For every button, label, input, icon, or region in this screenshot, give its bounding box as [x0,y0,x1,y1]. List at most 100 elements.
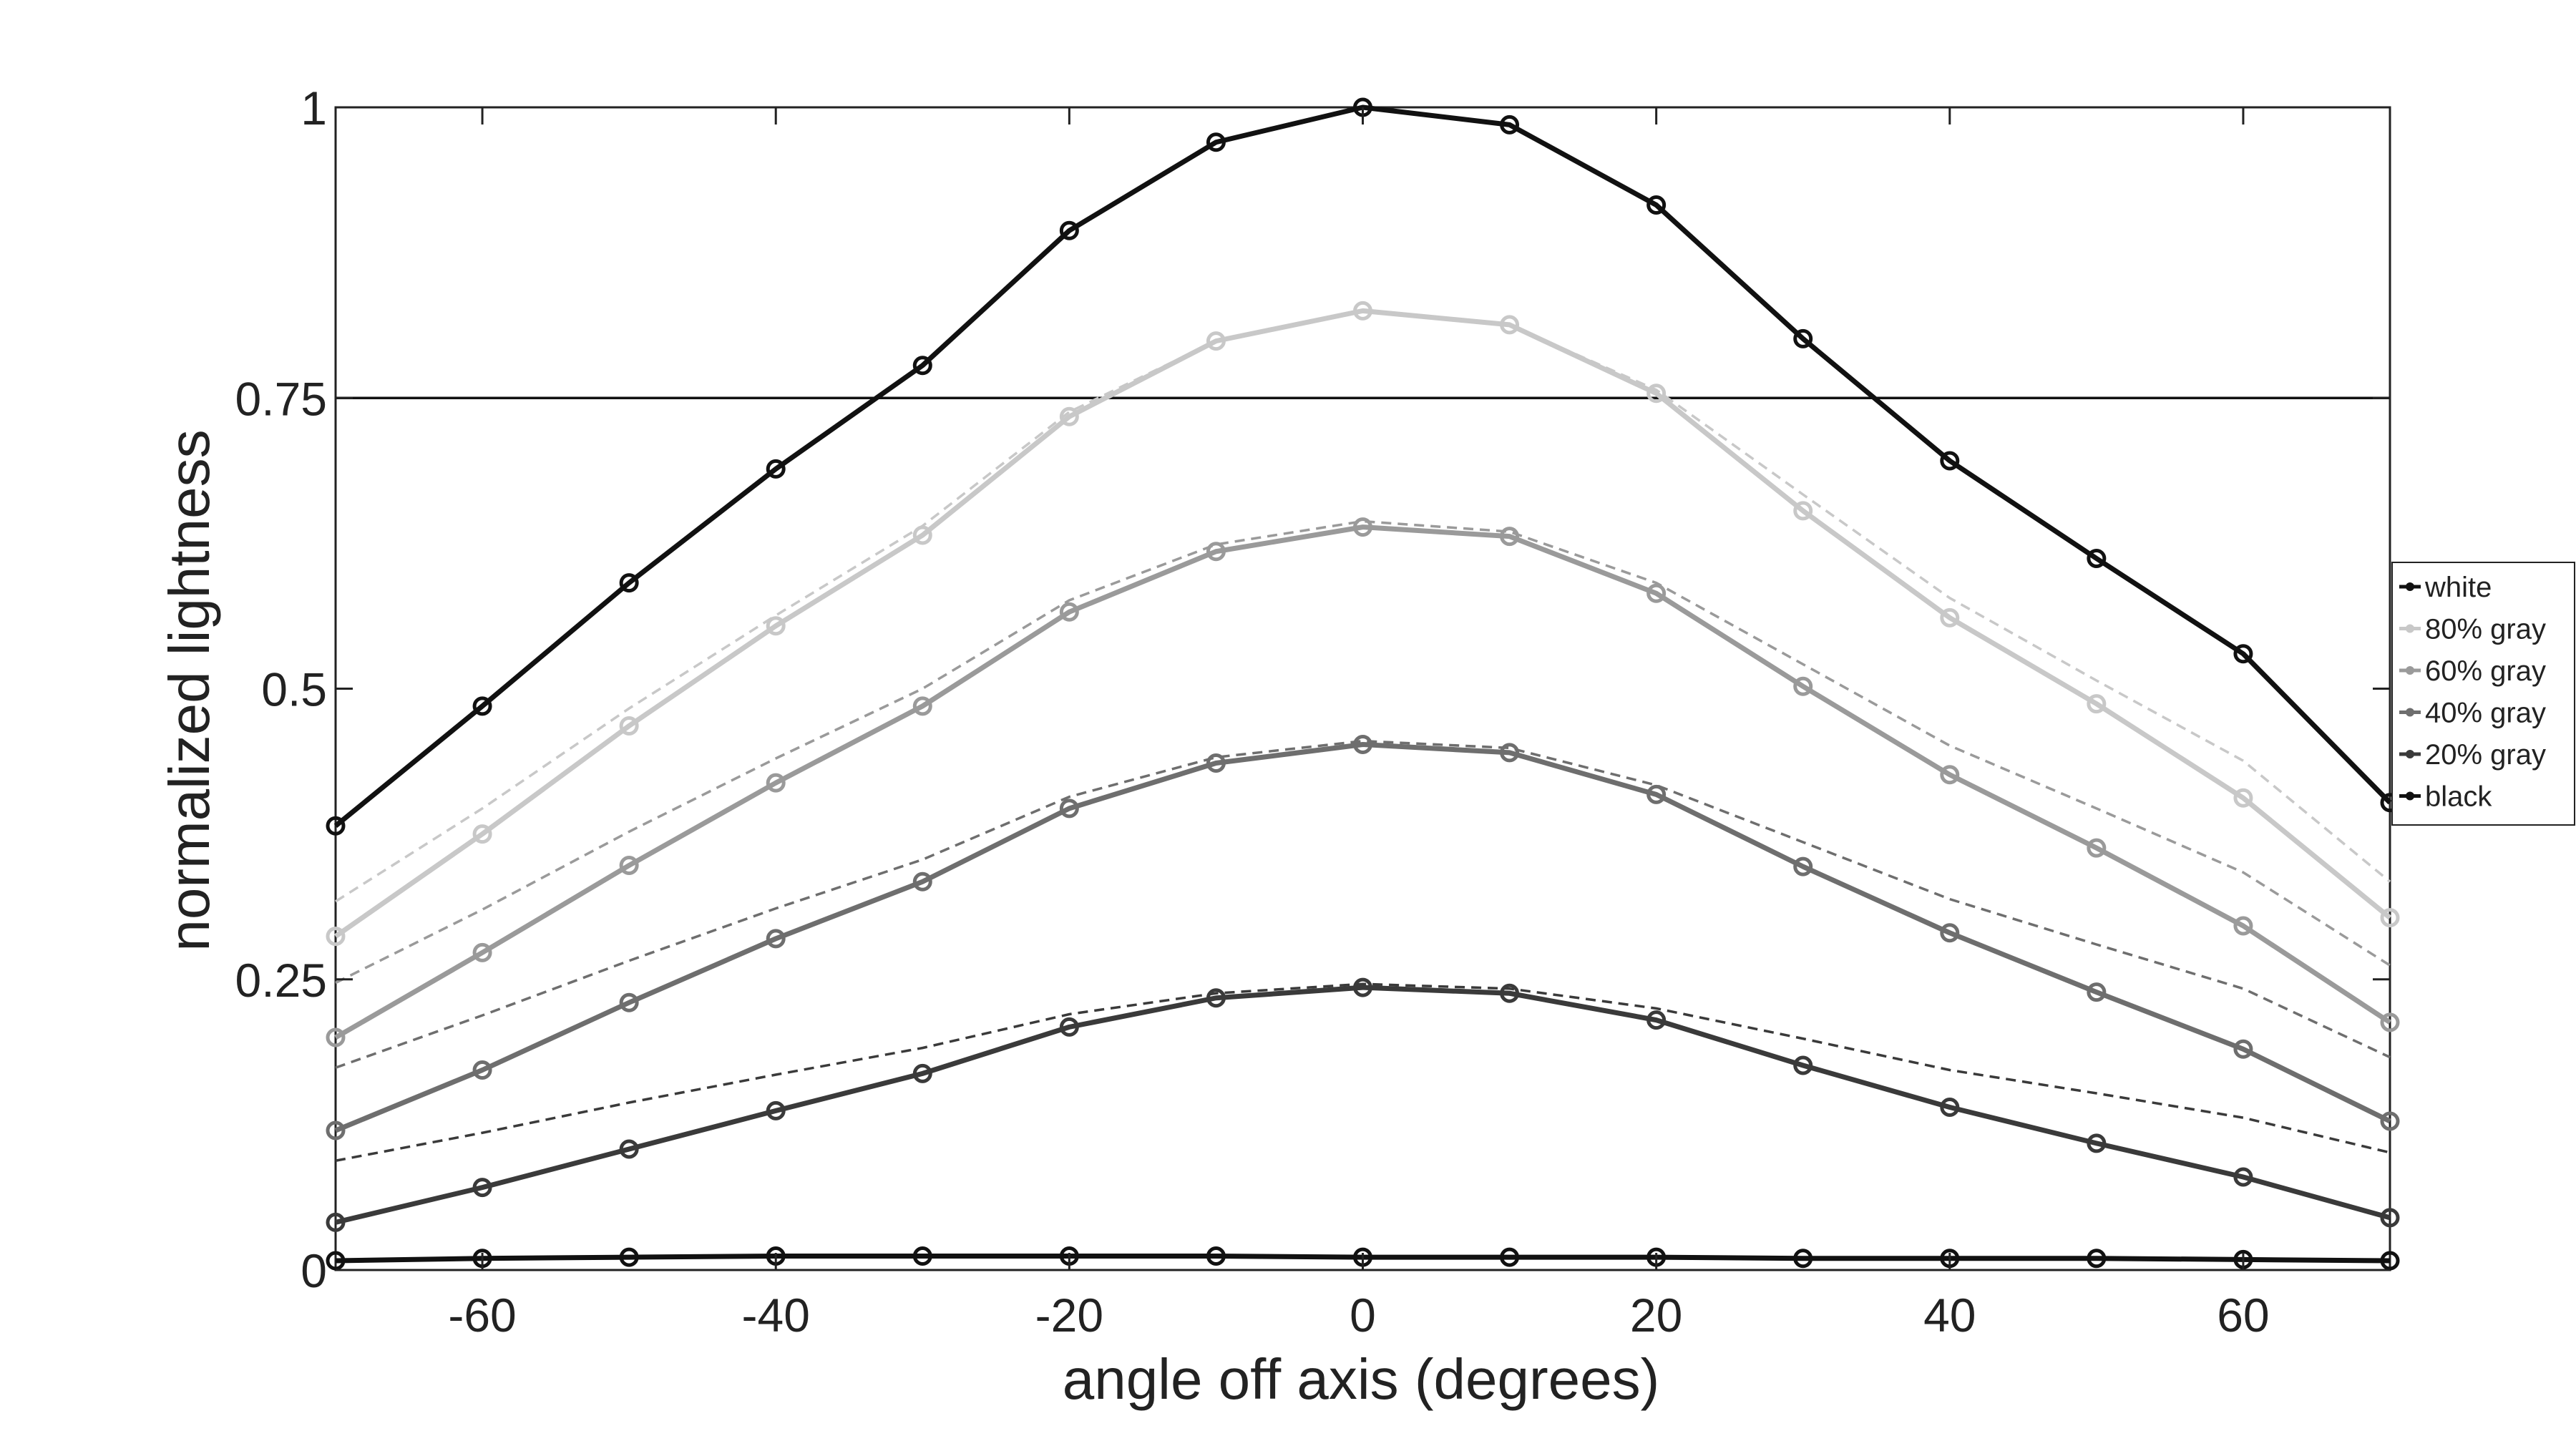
data-point [1646,784,1667,804]
data-point [2233,916,2253,936]
data-point [2087,838,2107,858]
data-point [472,1060,492,1080]
axis-ticks [336,106,2390,1271]
legend-item: white [2399,572,2492,603]
data-point [2233,1039,2253,1059]
data-point [2380,1208,2400,1228]
data-point [766,1100,786,1120]
reference-curve [335,739,2391,1069]
data-point [1353,977,1372,997]
data-point [2087,1133,2107,1153]
legend-label: white [2424,572,2492,603]
data-point [766,929,786,949]
x-tick-label: 60 [2217,1289,2269,1342]
data-point [1206,542,1226,562]
series-line [335,985,2391,1225]
data-point [1206,331,1226,351]
data-point [1500,983,1520,1003]
data-point [1206,132,1226,152]
data-point [1793,676,1813,696]
data-point [1940,923,1960,943]
tick-labels: -60 -40 -20 0 20 40 60 0 0.25 0.5 0.75 1 [235,82,2270,1342]
y-tick-label: 0 [301,1244,327,1297]
data-point [2087,982,2107,1002]
data-point [912,1063,932,1083]
data-point [1353,301,1372,321]
data-point [619,1247,639,1267]
data-point [2087,694,2107,714]
data-point [1940,765,1960,785]
y-tick-label: 1 [301,82,327,135]
data-point [1353,735,1372,754]
data-point [326,927,346,947]
series-60-gray [326,517,2400,1047]
data-point [1353,517,1372,537]
legend-item: 60% gray [2399,655,2546,687]
data-point [2087,549,2107,568]
data-point [1500,1247,1520,1267]
data-point [912,871,932,892]
data-point [1940,451,1960,471]
legend-label: black [2425,781,2492,813]
data-point [2233,644,2253,664]
reference-curves [335,309,2391,1162]
data-point [766,773,786,793]
reference-curve [335,309,2391,903]
data-point [619,573,639,593]
data-point [619,992,639,1012]
data-point [1059,1017,1079,1037]
legend-swatch-marker [2406,666,2414,675]
legend-item: 40% gray [2399,698,2546,729]
data-point [2087,1249,2107,1269]
series-line [334,742,2391,1133]
legend-swatch-marker [2406,624,2414,633]
data-point [2380,1251,2400,1271]
legend-swatch-marker [2406,708,2414,717]
y-tick-label: 0.75 [235,372,327,425]
data-point [1793,328,1813,348]
legend-item: 80% gray [2399,614,2546,645]
data-point [912,1246,932,1266]
data-point [619,856,639,875]
x-tick-label: -60 [448,1289,516,1342]
reference-curve [335,982,2391,1162]
data-point [2380,908,2400,928]
data-point [326,1212,346,1232]
data-point [326,1027,346,1047]
data-point [1793,856,1813,876]
data-point [619,716,639,736]
data-point [1793,1055,1813,1075]
data-point [1500,114,1520,135]
data-point [619,1139,639,1159]
series-20-gray [326,977,2400,1232]
legend-label: 80% gray [2425,614,2546,645]
x-axis-title: angle off axis (degrees) [1063,1347,1660,1411]
data-point [2233,1167,2253,1187]
data-point [1940,1098,1960,1117]
data-point [1059,602,1079,622]
data-point [912,696,932,716]
series-line [334,524,2391,1040]
y-tick-label: 0.25 [235,954,327,1007]
legend-item: black [2399,781,2492,813]
data-point [912,525,932,545]
legend-swatch-marker [2406,791,2414,801]
x-tick-label: -20 [1035,1289,1103,1342]
x-tick-label: -40 [742,1289,810,1342]
data-point [2233,788,2253,808]
series-80-gray [326,301,2400,947]
data-point [766,459,786,479]
data-point [2380,1012,2400,1032]
data-point [1646,583,1667,603]
data-point [1206,753,1226,773]
data-point [1206,1246,1226,1266]
data-point [1059,406,1079,426]
data-point [1206,988,1226,1008]
data-point [1059,798,1079,819]
data-point [1646,1010,1667,1030]
x-tick-label: 20 [1630,1289,1682,1342]
data-point [1059,220,1079,240]
data-point [1793,1249,1813,1269]
legend-swatch-marker [2406,750,2414,758]
